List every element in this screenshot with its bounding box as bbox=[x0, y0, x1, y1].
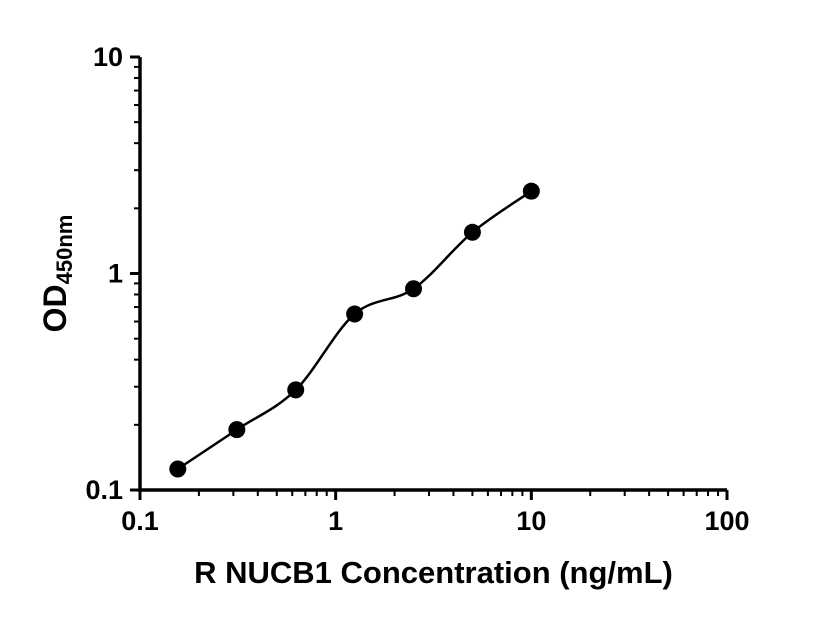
y-tick-label: 10 bbox=[93, 42, 123, 72]
data-point bbox=[287, 381, 305, 399]
data-point bbox=[522, 182, 540, 200]
axes bbox=[138, 57, 727, 492]
y-axis-title: OD450nm bbox=[37, 215, 77, 333]
data-point bbox=[405, 280, 423, 298]
x-axis-title: R NUCB1 Concentration (ng/mL) bbox=[194, 555, 673, 590]
x-tick-label: 100 bbox=[704, 506, 749, 536]
data-point bbox=[346, 305, 364, 323]
x-tick-label: 1 bbox=[328, 506, 343, 536]
y-tick-label: 1 bbox=[108, 259, 123, 289]
y-axis-title-main: OD bbox=[37, 284, 73, 332]
y-tick-label: 0.1 bbox=[85, 475, 123, 505]
y-axis-title-subscript: 450nm bbox=[52, 215, 77, 285]
x-tick-label: 0.1 bbox=[121, 506, 159, 536]
data-point bbox=[228, 421, 246, 439]
x-tick-label: 10 bbox=[516, 506, 546, 536]
data-point bbox=[169, 460, 187, 478]
data-point bbox=[463, 223, 481, 241]
